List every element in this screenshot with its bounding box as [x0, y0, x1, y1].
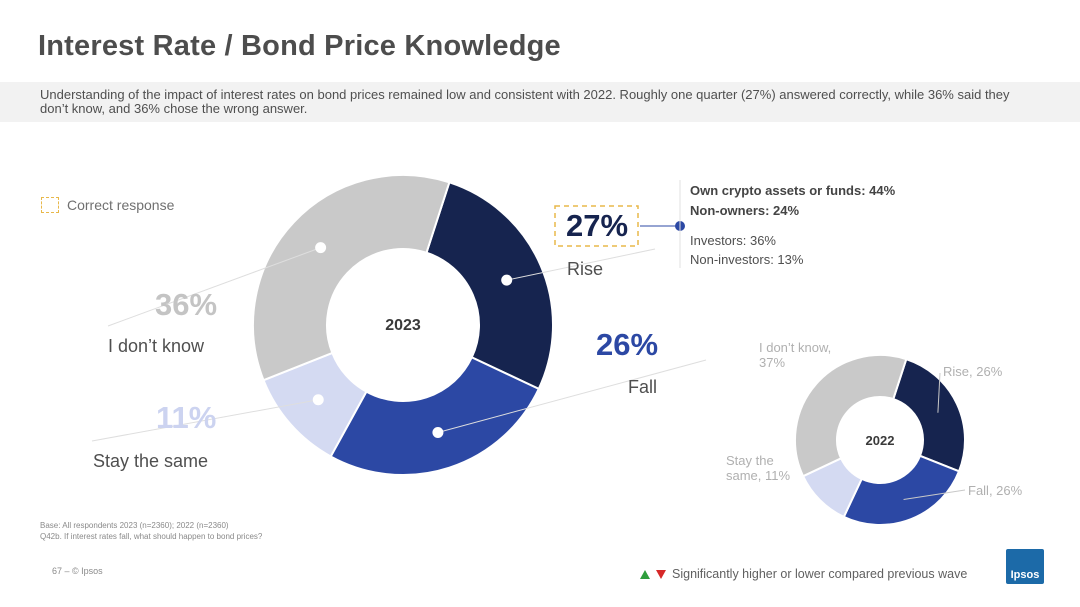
page-subtitle: Understanding of the impact of interest …	[40, 87, 1010, 116]
donut-2023-center-label: 2023	[385, 317, 421, 334]
donut-2023-slice-i-don-t-know	[252, 174, 451, 382]
fall-2022-leader	[903, 489, 966, 500]
stay-same-leader-dot	[312, 394, 324, 406]
donut-2022-slice-i-don-t-know	[794, 354, 908, 478]
dont-know-value-label: 36%	[155, 287, 218, 322]
fall-2022-label: Fall, 26%	[968, 483, 1023, 498]
rise-value-label: 27%	[566, 208, 629, 243]
correct-response-box	[554, 205, 639, 247]
fall-leader-line	[437, 359, 707, 433]
stay-same-value-label: 11%	[156, 400, 217, 435]
page-number: 67 – © Ipsos	[52, 566, 103, 576]
donut-2022-center-label: 2022	[866, 433, 895, 448]
significance-legend: Significantly higher or lower compared p…	[640, 567, 967, 581]
fall-value-label: 26%	[596, 327, 659, 362]
ipsos-logo: Ipsos	[1006, 549, 1044, 584]
fall-category-label: Fall	[628, 377, 658, 397]
dont-know-leader-line	[107, 247, 321, 327]
footnote-base: Base: All respondents 2023 (n=2360); 202…	[40, 521, 229, 530]
rise-2022-label: Rise, 26%	[943, 364, 1003, 379]
correct-response-label: Correct response	[67, 197, 175, 213]
dont-know-2022-label: I don’t know, 37%	[759, 340, 832, 370]
subtitle-band	[0, 82, 1080, 122]
dashed-box-icon	[41, 197, 59, 213]
significance-text: Significantly higher or lower compared p…	[672, 567, 968, 581]
callout-investors: Investors: 36%	[690, 233, 776, 248]
callout-non-owners: Non-owners: 24%	[690, 203, 800, 218]
rise-leader-dot	[501, 274, 513, 286]
stay-same-category-label: Stay the same	[93, 451, 209, 471]
donut-2023-slice-rise	[425, 181, 554, 391]
correct-response-legend: Correct response	[41, 197, 174, 213]
rise-leader-line	[506, 248, 656, 281]
footnote: Base: All respondents 2023 (n=2360); 202…	[40, 520, 262, 542]
callout-crypto-owners: Own crypto assets or funds: 44%	[690, 183, 896, 198]
donut-2022-slice-fall	[842, 454, 961, 526]
footnote-question: Q42b. If interest rates fall, what shoul…	[40, 532, 263, 541]
callout-non-investors: Non-investors: 13%	[690, 252, 804, 267]
donut-2023-slice-fall	[329, 356, 541, 476]
rise-category-label: Rise	[567, 259, 604, 279]
fall-leader-dot	[432, 426, 444, 438]
stay-same-leader-line	[91, 399, 319, 442]
page-title: Interest Rate / Bond Price Knowledge	[38, 30, 561, 62]
dont-know-category-label: I don’t know	[108, 336, 205, 356]
triangle-up-icon	[640, 569, 650, 579]
rise-2022-leader	[937, 372, 941, 413]
stay-same-2022-label: Stay the same, 11%	[726, 453, 791, 483]
triangle-down-icon	[656, 569, 666, 579]
dont-know-leader-dot	[315, 242, 327, 254]
